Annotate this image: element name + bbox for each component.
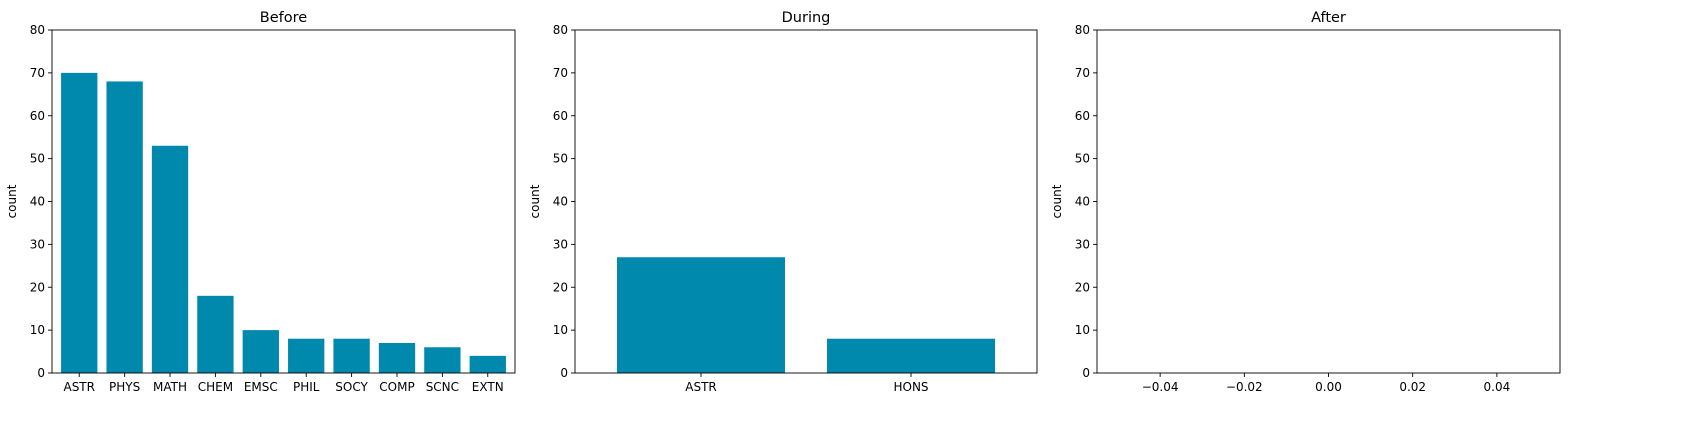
y-tick-label: 30: [553, 237, 568, 251]
y-axis-label: count: [528, 184, 542, 218]
x-tick-label: 0.02: [1399, 380, 1426, 394]
y-tick-label: 0: [560, 366, 568, 380]
y-tick-label: 60: [30, 109, 45, 123]
x-tick-label: HONS: [893, 380, 928, 394]
y-tick-label: 40: [553, 195, 568, 209]
axes-frame: [1096, 29, 1561, 374]
x-tick-label: −0.04: [1142, 380, 1179, 394]
y-tick-label: 30: [1075, 237, 1090, 251]
x-tick-label: PHIL: [293, 380, 320, 394]
bar-math: [151, 145, 189, 373]
x-tick-label: 0.04: [1484, 380, 1511, 394]
x-tick-label: 0.00: [1315, 380, 1342, 394]
x-tick-label: EMSC: [244, 380, 278, 394]
chart-title: Before: [260, 10, 307, 26]
y-tick-label: 10: [553, 323, 568, 337]
y-tick-label: 20: [553, 280, 568, 294]
y-tick-label: 20: [1075, 280, 1090, 294]
x-tick-label: COMP: [379, 380, 414, 394]
y-tick-label: 0: [37, 366, 45, 380]
y-tick-label: 80: [553, 23, 568, 37]
bar-chem: [197, 295, 234, 373]
y-tick-label: 10: [1075, 323, 1090, 337]
y-tick-label: 40: [30, 195, 45, 209]
y-tick-label: 60: [1075, 109, 1090, 123]
y-tick-label: 70: [553, 66, 568, 80]
y-tick-label: 10: [30, 323, 45, 337]
bar-socy: [333, 338, 370, 373]
y-tick-label: 40: [1075, 195, 1090, 209]
x-tick-label: ASTR: [685, 380, 717, 394]
y-tick-label: 70: [30, 66, 45, 80]
x-tick-label: ASTR: [63, 380, 95, 394]
chart-panel-after: 0 10 20 30 40 50 60 70 80 −0.04 −0.02 0.00 0.02 0.04 A…: [1050, 10, 1561, 394]
x-tick-label: PHYS: [109, 380, 140, 394]
y-axis-label: count: [5, 184, 19, 218]
chart-title: During: [782, 10, 831, 26]
y-tick-label: 80: [30, 23, 45, 37]
bar-comp: [378, 342, 416, 373]
x-tick-label: −0.02: [1226, 380, 1263, 394]
bar-extn: [469, 355, 506, 373]
y-tick-label: 50: [30, 152, 45, 166]
y-tick-label: 70: [1075, 66, 1090, 80]
y-tick-label: 60: [553, 109, 568, 123]
bar-phil: [288, 338, 325, 373]
x-tick-label: EXTN: [472, 380, 504, 394]
y-tick-label: 50: [1075, 152, 1090, 166]
y-tick-label: 80: [1075, 23, 1090, 37]
bar-astr: [61, 72, 98, 373]
chart-panel-before: 0 10 20 30 40 50 60 70 80 ASTR PHYS MATH CHEM EMSC PHI…: [5, 10, 516, 394]
bar-scnc: [424, 347, 461, 373]
bar-hons: [827, 338, 995, 373]
x-tick-label: SOCY: [335, 380, 368, 394]
y-tick-label: 50: [553, 152, 568, 166]
y-tick-label: 20: [30, 280, 45, 294]
bar-astr: [617, 257, 785, 373]
bar-phys: [106, 81, 143, 373]
chart-panel-during: 0 10 20 30 40 50 60 70 80 ASTR HONS During count: [528, 10, 1038, 394]
y-tick-label: 0: [1082, 366, 1090, 380]
chart-title: After: [1311, 10, 1346, 26]
y-axis-label: count: [1050, 184, 1064, 218]
y-tick-label: 30: [30, 237, 45, 251]
x-tick-label: CHEM: [198, 380, 233, 394]
x-tick-label: SCNC: [426, 380, 459, 394]
bar-emsc: [242, 330, 279, 373]
x-tick-label: MATH: [153, 380, 187, 394]
